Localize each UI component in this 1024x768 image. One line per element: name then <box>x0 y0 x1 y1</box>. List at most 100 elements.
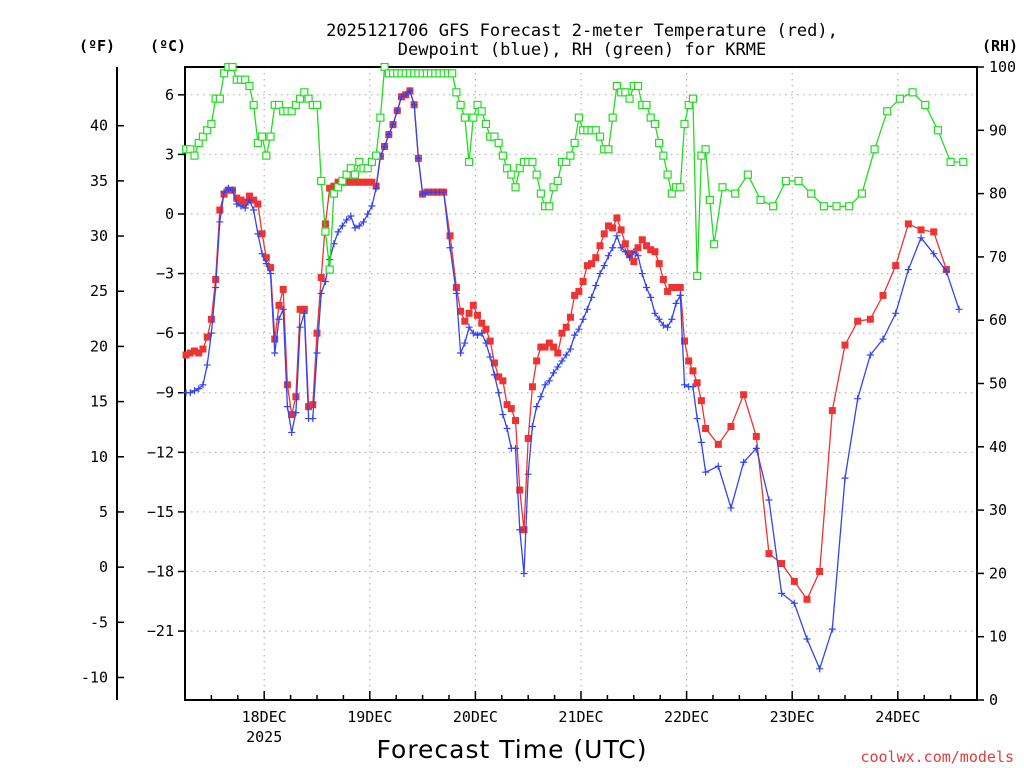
dewpoint-point <box>524 470 532 478</box>
rh-point <box>688 94 698 103</box>
temperature-point <box>271 335 279 343</box>
dewpoint-point <box>224 184 232 192</box>
rh-point <box>257 132 267 141</box>
temperature-point <box>313 329 321 337</box>
dewpoint-point <box>583 305 591 313</box>
temperature-point <box>296 305 304 313</box>
dewpoint-point <box>550 369 558 377</box>
temperature-point <box>237 196 245 204</box>
rh-point <box>769 202 778 211</box>
rh-point <box>207 119 216 129</box>
dewpoint-point <box>334 228 342 236</box>
temperature-point <box>676 283 684 291</box>
temperature-point <box>621 240 629 248</box>
series-rh <box>181 62 968 280</box>
dewpoint-point <box>359 218 367 226</box>
x-tick-label: 23DEC <box>770 708 815 726</box>
dewpoint-point <box>571 331 579 339</box>
temperature-point <box>520 526 528 534</box>
dewpoint-point <box>486 353 494 361</box>
dewpoint-point <box>199 381 207 389</box>
temperature-point <box>647 246 655 254</box>
temperature-point <box>245 192 253 200</box>
celsius-tick-label: −6 <box>156 324 174 342</box>
series-line-dewpoint <box>186 89 960 671</box>
temperature-point <box>490 359 498 367</box>
rh-point <box>190 151 199 160</box>
temperature-point <box>524 434 532 442</box>
rh-point <box>228 62 237 72</box>
rh-point <box>921 100 930 110</box>
dewpoint-point <box>828 625 836 633</box>
dewpoint-point <box>406 87 414 95</box>
chart-title: 2025121706 GFS Forecast 2-meter Temperat… <box>326 21 838 41</box>
rh-point <box>321 227 330 236</box>
temperature-point <box>507 405 515 413</box>
temperature-point <box>321 220 329 228</box>
rh-point <box>642 100 651 110</box>
dewpoint-point <box>347 212 355 220</box>
dewpoint-point <box>317 289 325 297</box>
rh-point <box>705 195 714 205</box>
rh-point <box>296 94 305 103</box>
celsius-tick-label: −12 <box>147 443 174 461</box>
dewpoint-point <box>930 250 938 258</box>
dewpoint-point <box>195 385 203 393</box>
temperature-point <box>359 178 367 186</box>
rh-point <box>363 164 372 173</box>
rh-point <box>372 151 381 160</box>
temperature-point <box>203 333 211 341</box>
rh-point <box>329 189 338 198</box>
temperature-point <box>541 343 549 351</box>
dewpoint-point <box>355 222 363 230</box>
dewpoint-point <box>638 270 646 278</box>
temperature-point <box>790 577 798 585</box>
dewpoint-point <box>292 409 300 417</box>
dewpoint-point <box>765 496 773 504</box>
rh-point <box>274 100 284 110</box>
x-tick-label: 19DEC <box>347 708 392 726</box>
temperature-point <box>672 283 680 291</box>
temperature-point <box>689 367 697 375</box>
rh-point <box>756 195 765 205</box>
temperature-point <box>233 194 241 202</box>
temperature-point <box>879 291 887 299</box>
rh-point <box>659 151 668 160</box>
dewpoint-point <box>229 186 237 194</box>
x-tick-label: 22DEC <box>664 708 709 726</box>
temperature-point <box>579 278 587 286</box>
dewpoint-point <box>554 363 562 371</box>
dewpoint-point <box>904 266 912 274</box>
rh-point <box>857 189 866 198</box>
dewpoint-point <box>207 329 215 337</box>
temperature-point <box>626 250 634 258</box>
fahrenheit-tick-label: 25 <box>90 282 108 300</box>
fahrenheit-tick-label: 5 <box>99 503 108 521</box>
dewpoint-point <box>866 351 874 359</box>
temperature-point <box>604 222 612 230</box>
dewpoint-point <box>474 331 482 339</box>
rh-point <box>667 189 676 198</box>
temperature-point <box>478 319 486 327</box>
dewpoint-point <box>313 349 321 357</box>
dewpoint-point <box>558 357 566 365</box>
rh-tick-label: 40 <box>989 438 1007 456</box>
rh-point <box>342 170 351 179</box>
temperature-point <box>452 283 460 291</box>
rh-point <box>566 151 575 160</box>
dewpoint-point <box>879 335 887 343</box>
temperature-point <box>334 178 342 186</box>
celsius-tick-label: −21 <box>147 622 174 640</box>
temperature-point <box>828 407 836 415</box>
temperature-point <box>486 337 494 345</box>
rh-point <box>528 157 537 167</box>
rh-point <box>300 88 309 97</box>
temperature-point <box>537 343 545 351</box>
chart-subtitle: Dewpoint (blue), RH (green) for KRME <box>398 40 766 60</box>
rh-point <box>253 138 262 148</box>
rh-point <box>317 176 326 186</box>
rh-point <box>883 107 892 116</box>
series <box>181 62 968 673</box>
rh-point <box>562 157 571 167</box>
temperature-point <box>583 262 591 270</box>
